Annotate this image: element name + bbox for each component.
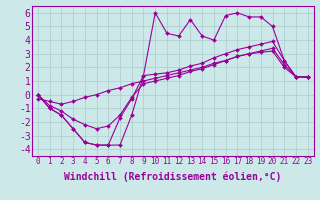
X-axis label: Windchill (Refroidissement éolien,°C): Windchill (Refroidissement éolien,°C) (64, 172, 282, 182)
